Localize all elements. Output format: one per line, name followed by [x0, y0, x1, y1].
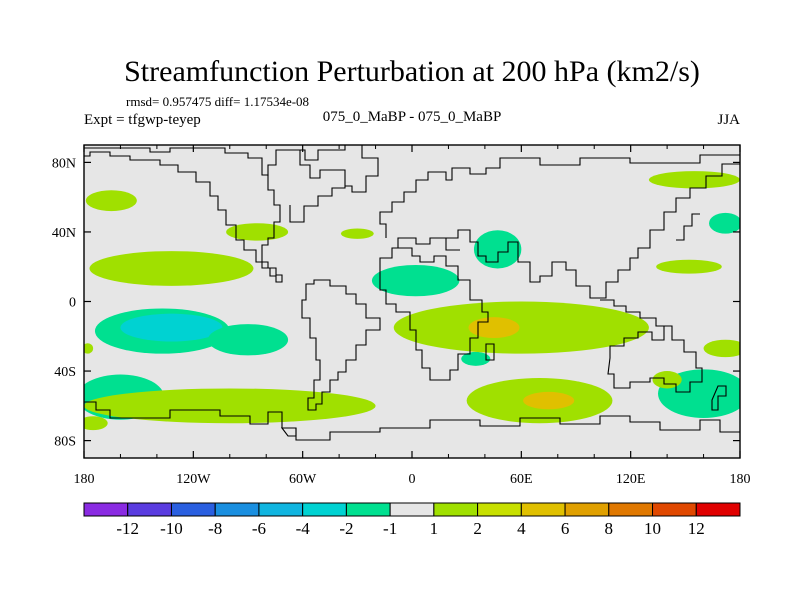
anomaly-region-18	[656, 259, 722, 274]
colorbar-swatch-5	[302, 502, 347, 517]
colorbar: -12 -10 -8 -6 -4 -2 -1 1 2 4 6 8 10 12	[83, 502, 741, 538]
colorbar-swatch-12	[608, 502, 654, 517]
coastline-madagascar	[485, 343, 495, 361]
coastline-mediterranean	[392, 237, 460, 251]
colorbar-label-13: 12	[688, 519, 705, 538]
x-tick-label-0: 180	[74, 472, 95, 487]
anomaly-region-9	[371, 264, 460, 297]
colorbar-label-11: 8	[605, 519, 614, 538]
colorbar-label-3: -6	[252, 519, 266, 538]
colorbar-swatch-6	[345, 502, 391, 517]
y-tick-label-0: 80N	[52, 156, 76, 171]
anomaly-region-21	[652, 371, 682, 389]
anomaly-region-16	[648, 171, 740, 189]
colorbar-label-8: 2	[473, 519, 482, 538]
coastlines	[84, 145, 740, 441]
experiment-label: Expt = tfgwp-teyep	[84, 112, 201, 128]
colorbar-swatch-11	[564, 502, 610, 517]
y-tick-label-4: 80S	[54, 435, 76, 450]
anomaly-region-15	[523, 391, 575, 410]
colorbar-swatch-14	[695, 502, 741, 517]
colorbar-swatch-3	[214, 502, 260, 517]
x-tick-label-3: 0	[409, 472, 416, 487]
coastline-greenland	[300, 145, 379, 193]
colorbar-swatch-9	[477, 502, 522, 517]
anomaly-region-12	[393, 301, 649, 354]
anomaly-region-1	[120, 313, 223, 342]
coastline-antarctica	[84, 401, 740, 441]
anomaly-region-17	[709, 212, 740, 234]
colorbar-swatch-10	[520, 502, 566, 517]
case-label: 075_0_MaBP - 075_0_MaBP	[323, 109, 502, 125]
anomaly-region-5	[89, 251, 254, 286]
colorbar-label-5: -2	[339, 519, 353, 538]
y-tick-label-1: 40N	[52, 226, 76, 241]
colorbar-label-9: 4	[517, 519, 526, 538]
coastline-antarctic-peninsula	[280, 427, 297, 437]
x-tick-label-6: 180	[730, 472, 751, 487]
anomaly-region-2	[207, 324, 289, 356]
anomaly-region-10	[473, 230, 522, 269]
season-label: JJA	[717, 112, 740, 128]
colorbar-label-7: 1	[430, 519, 439, 538]
map-panel: 180 120W 60W 0 60E 120E 180 80N 40N 0 40S 80S	[52, 144, 751, 487]
y-tick-label-2: 0	[69, 296, 76, 311]
coastline-indonesia	[600, 299, 664, 327]
coastline-europe	[379, 154, 740, 238]
chart-title: Streamfunction Perturbation at 200 hPa (…	[124, 55, 700, 88]
colorbar-swatch-8	[433, 502, 479, 517]
coastline-australia	[607, 325, 703, 393]
colorbar-label-0: -12	[116, 519, 139, 538]
stats-line: rmsd= 0.957475 diff= 1.17534e-08	[126, 94, 309, 109]
anomaly-region-19	[703, 339, 740, 358]
colorbar-label-10: 6	[561, 519, 570, 538]
colorbar-label-6: -1	[383, 519, 397, 538]
coastline-hudson-bay	[267, 149, 346, 223]
coastline-south-america	[301, 279, 381, 411]
colorbar-swatch-2	[170, 502, 216, 517]
colorbar-swatch-7	[389, 502, 435, 517]
x-tick-label-2: 60W	[289, 472, 317, 487]
anomaly-region-13	[468, 317, 520, 339]
colorbar-swatch-13	[652, 502, 697, 517]
anomaly-region-7	[226, 223, 289, 241]
colorbar-swatch-4	[258, 502, 304, 517]
anomaly-region-8	[340, 228, 374, 239]
anomaly-region-11	[461, 351, 491, 366]
colorbar-label-2: -8	[208, 519, 222, 538]
colorbar-swatch-0	[83, 502, 129, 517]
anomaly-region-6	[85, 190, 137, 212]
colorbar-label-12: 10	[644, 519, 661, 538]
colorbar-swatch-1	[127, 502, 172, 517]
colorbar-label-4: -4	[296, 519, 311, 538]
y-tick-label-3: 40S	[54, 365, 76, 380]
contour-fill-layer	[84, 171, 740, 431]
x-tick-label-1: 120W	[176, 472, 211, 487]
axis-ticks: 180 120W 60W 0 60E 120E 180 80N 40N 0 40S 80S	[52, 145, 751, 487]
coastline-new-zealand	[711, 385, 727, 411]
coastline-asia-south	[446, 163, 740, 299]
coastline-africa	[379, 247, 489, 381]
colorbar-label-1: -10	[160, 519, 183, 538]
anomaly-region-4	[84, 388, 376, 424]
x-tick-label-4: 60E	[510, 472, 533, 487]
anomaly-region-22	[84, 416, 108, 431]
x-tick-label-5: 120E	[616, 472, 646, 487]
coastline-japan	[676, 213, 700, 241]
anomaly-region-23	[84, 343, 94, 354]
coastline-north-america	[84, 147, 283, 283]
